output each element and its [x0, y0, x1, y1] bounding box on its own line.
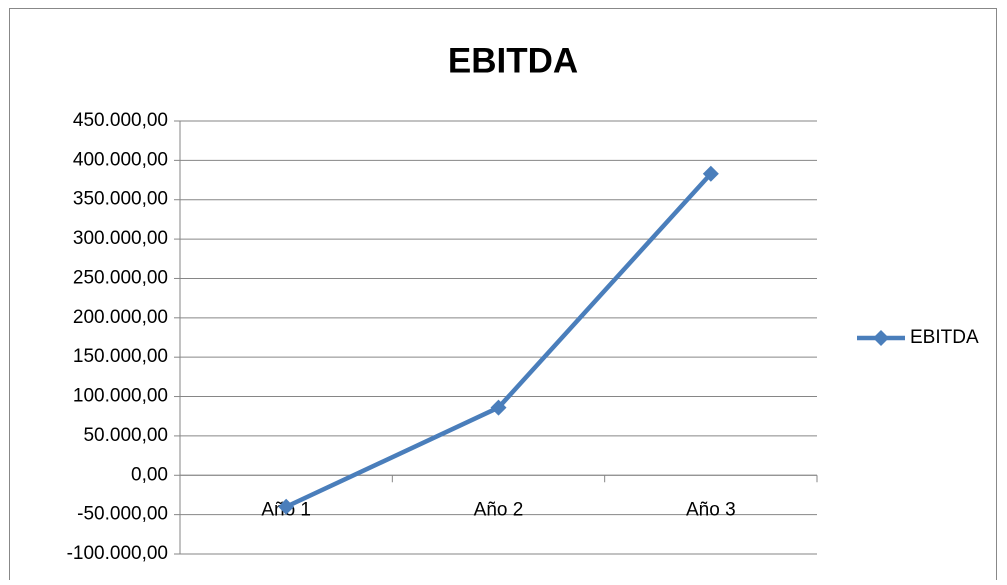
- y-tick-label: -50.000,00: [77, 504, 168, 525]
- y-tick-label: 400.000,00: [73, 149, 168, 170]
- y-tick-label: 0,00: [131, 464, 168, 485]
- y-tick-label: 250.000,00: [73, 267, 168, 288]
- y-tick-label: 450.000,00: [73, 110, 168, 131]
- legend-marker: [873, 330, 889, 346]
- y-tick-label: 350.000,00: [73, 189, 168, 210]
- y-tick-label: 200.000,00: [73, 307, 168, 328]
- x-tick-label: Año 3: [686, 499, 736, 520]
- y-tick-label: 100.000,00: [73, 386, 168, 407]
- marker: [490, 399, 507, 416]
- y-tick-label: 300.000,00: [73, 228, 168, 249]
- y-tick-label: -100.000,00: [67, 543, 168, 564]
- y-tick-label: 150.000,00: [73, 346, 168, 367]
- y-tick-label: 50.000,00: [83, 425, 168, 446]
- chart-frame: [9, 8, 997, 584]
- marker: [702, 165, 719, 182]
- legend-label: EBITDA: [910, 327, 979, 348]
- marker: [278, 498, 295, 515]
- chart-title: EBITDA: [448, 41, 578, 80]
- x-tick-label: Año 2: [474, 499, 524, 520]
